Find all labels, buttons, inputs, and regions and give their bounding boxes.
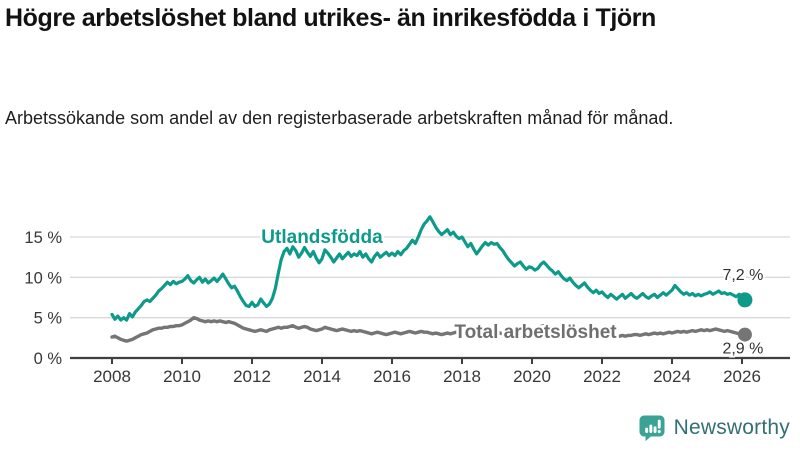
newsworthy-logo-icon bbox=[639, 415, 665, 442]
x-tick-label-2018: 2018 bbox=[443, 367, 481, 386]
x-tick-label-2020: 2020 bbox=[513, 367, 551, 386]
x-tick-label-2024: 2024 bbox=[653, 367, 691, 386]
series-label-utlandsf-dda: Utlandsfödda bbox=[261, 227, 383, 248]
y-tick-label-10: 10 % bbox=[24, 269, 62, 287]
end-dot-total-arbetsl-shet bbox=[737, 327, 752, 342]
x-tick-label-2022: 2022 bbox=[583, 367, 621, 386]
y-tick-label-5: 5 % bbox=[34, 310, 63, 328]
series-line-total-arbetsl-shet bbox=[110, 315, 747, 343]
series-label-total-arbetsl-shet: Total arbetslöshet bbox=[454, 322, 617, 343]
newsworthy-logo: Newsworthy bbox=[638, 412, 790, 444]
end-annotation-total-arbetsl-shet: 2,9 % bbox=[722, 341, 763, 358]
chart-subtitle: Arbetssökande som andel av den registerb… bbox=[5, 108, 674, 128]
x-tick-label-2010: 2010 bbox=[163, 367, 201, 386]
newsworthy-brand-text: Newsworthy bbox=[673, 416, 790, 439]
chart-canvas: Total arbetslöshet Utlandsfödda 2008 2010 20… bbox=[24, 215, 790, 386]
series-line-utlandsf-dda bbox=[110, 215, 747, 322]
x-tick-label-2012: 2012 bbox=[233, 367, 271, 386]
page-title: Högre arbetslöshet bland utrikes- än inr… bbox=[5, 4, 656, 32]
end-annotation-utlandsf-dda: 7,2 % bbox=[722, 267, 763, 284]
x-tick-label-2014: 2014 bbox=[303, 367, 341, 386]
unemployment-line-chart: Total arbetslöshet Utlandsfödda 2008 2010 20… bbox=[0, 195, 800, 395]
y-tick-label-15: 15 % bbox=[24, 229, 62, 247]
x-tick-label-2008: 2008 bbox=[93, 367, 131, 386]
x-tick-label-2016: 2016 bbox=[373, 367, 411, 386]
x-tick-label-2026: 2026 bbox=[723, 367, 761, 386]
y-tick-label-0: 0 % bbox=[34, 350, 63, 368]
bar-chart-exclamation-glyph bbox=[644, 419, 661, 434]
end-dot-utlandsf-dda bbox=[737, 292, 753, 308]
